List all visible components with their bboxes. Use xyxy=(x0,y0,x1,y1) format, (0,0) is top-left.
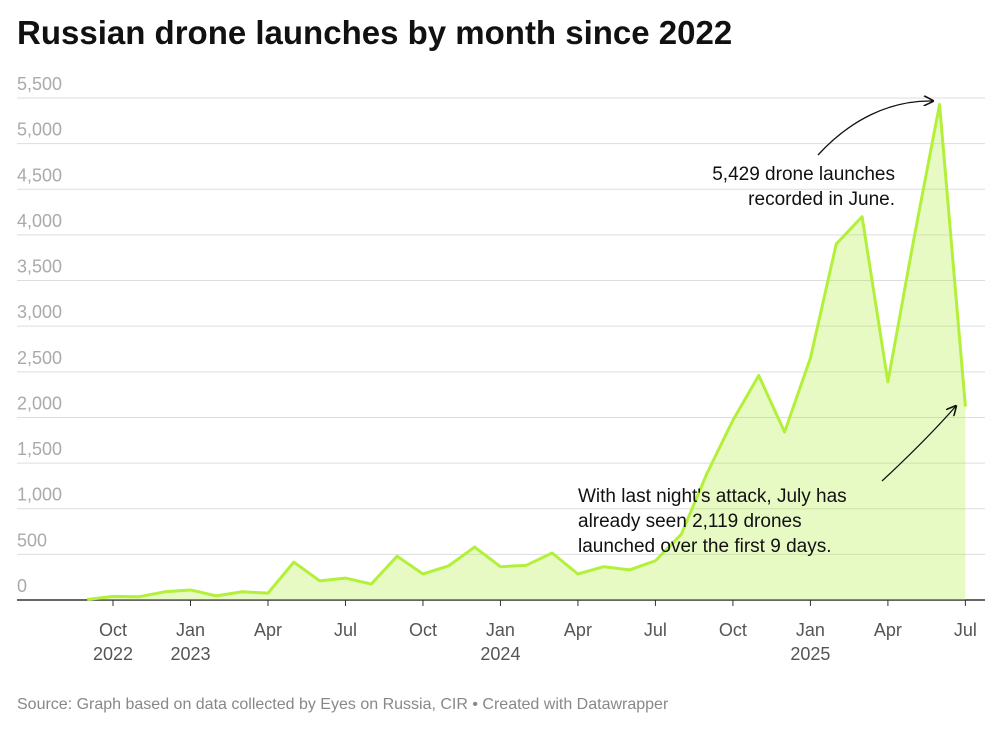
x-tick-label: Apr xyxy=(873,620,902,640)
y-tick-label: 1,500 xyxy=(17,439,62,459)
y-tick-label: 5,000 xyxy=(17,120,62,140)
y-tick-label: 2,000 xyxy=(17,393,62,413)
y-tick-label: 3,500 xyxy=(17,257,62,277)
x-tick-label: Jul xyxy=(953,620,977,640)
source: Source: Graph based on data collected by… xyxy=(17,696,669,713)
area xyxy=(87,104,966,601)
y-tick-label: 5,500 xyxy=(17,74,62,94)
x-tick-label: Jan 2025 xyxy=(790,620,831,664)
x-tick-label: Oct xyxy=(718,620,747,640)
x-tick-label: Oct 2022 xyxy=(92,620,134,664)
x-tick-label: Jan 2024 xyxy=(480,620,521,664)
y-tick-label: 4,000 xyxy=(17,211,62,231)
y-tick-label: 1,000 xyxy=(17,485,62,505)
y-tick-label: 3,000 xyxy=(17,302,62,322)
annotation: 5,429 drone launches recorded in June. xyxy=(712,164,895,210)
annotation-arrow xyxy=(817,101,933,156)
x-tick-label: Jul xyxy=(333,620,357,640)
chart-title: Russian drone launches by month since 20… xyxy=(17,14,733,51)
y-tick-label: 4,500 xyxy=(17,165,62,185)
y-tick-label: 0 xyxy=(17,576,27,596)
y-tick-label: 2,500 xyxy=(17,348,62,368)
line xyxy=(86,102,967,602)
x-tick-label: Jul xyxy=(643,620,667,640)
y-tick-label: 500 xyxy=(17,530,47,550)
annotation-arrow xyxy=(881,406,956,482)
x-tick-label: Apr xyxy=(253,620,282,640)
x-tick-label: Oct xyxy=(408,620,437,640)
annotation: With last night's attack, July has alrea… xyxy=(578,486,847,557)
x-tick-label: Apr xyxy=(563,620,592,640)
x-tick-label: Jan 2023 xyxy=(170,620,211,664)
